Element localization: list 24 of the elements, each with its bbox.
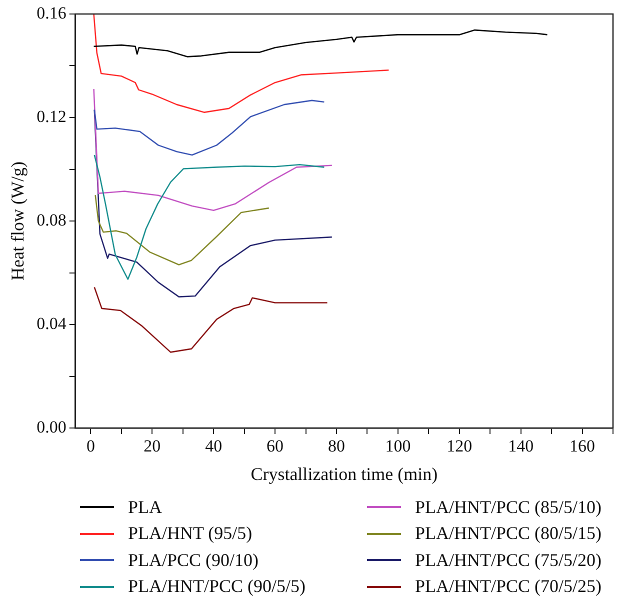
legend-label: PLA/HNT/PCC (70/5/25) (415, 576, 602, 597)
y-tick-label: 0.16 (36, 3, 66, 22)
legend-label: PLA/HNT/PCC (85/5/10) (415, 496, 602, 518)
x-tick-label: 140 (508, 436, 534, 456)
x-tick-label: 120 (446, 436, 472, 456)
x-tick-label: 80 (328, 436, 345, 456)
x-tick-label: 100 (385, 436, 411, 456)
legend-label: PLA/HNT/PCC (75/5/20) (415, 550, 602, 571)
y-tick-label: 0.04 (36, 314, 67, 333)
legend-label: PLA/HNT (95/5) (128, 523, 252, 544)
legend-label: PLA/PCC (90/10) (128, 550, 259, 571)
legend-label: PLA/HNT/PCC (80/5/15) (415, 523, 602, 544)
x-axis-title: Crystallization time (min) (250, 464, 438, 484)
y-tick-label: 0.08 (36, 210, 66, 230)
y-tick-label: 0.00 (36, 417, 66, 436)
y-axis-title: Heat flow (W/g) (8, 162, 28, 280)
x-tick-label: 40 (205, 436, 222, 456)
x-tick-label: 20 (144, 436, 161, 456)
x-tick-label: 160 (570, 436, 596, 456)
legend-label: PLA/HNT/PCC (90/5/5) (128, 576, 306, 597)
x-tick-label: 60 (266, 436, 284, 456)
x-tick-label: 0 (86, 436, 95, 456)
y-tick-label: 0.12 (36, 106, 66, 126)
legend-label: PLA (128, 496, 162, 518)
